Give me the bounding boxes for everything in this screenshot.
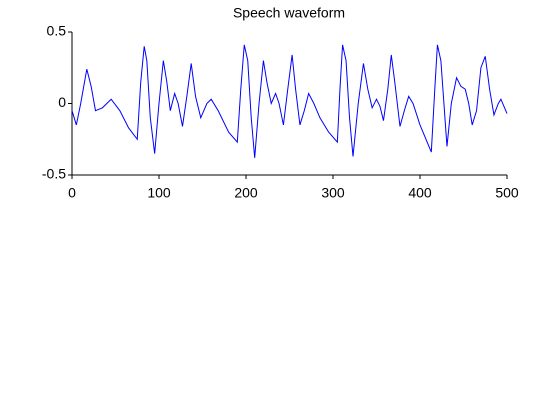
x-tick-label: 0 — [68, 185, 76, 201]
y-tick-label: 0 — [58, 94, 66, 110]
chart-title: Speech waveform — [233, 5, 345, 21]
x-tick-label: 400 — [408, 185, 432, 201]
y-tick-label: 0.5 — [47, 23, 67, 39]
x-tick-label: 300 — [321, 185, 345, 201]
y-tick-label: -0.5 — [42, 166, 66, 182]
x-tick-label: 100 — [147, 185, 171, 201]
x-tick-label: 200 — [234, 185, 258, 201]
waveform-line — [71, 44, 508, 158]
x-tick-label: 500 — [495, 185, 519, 201]
